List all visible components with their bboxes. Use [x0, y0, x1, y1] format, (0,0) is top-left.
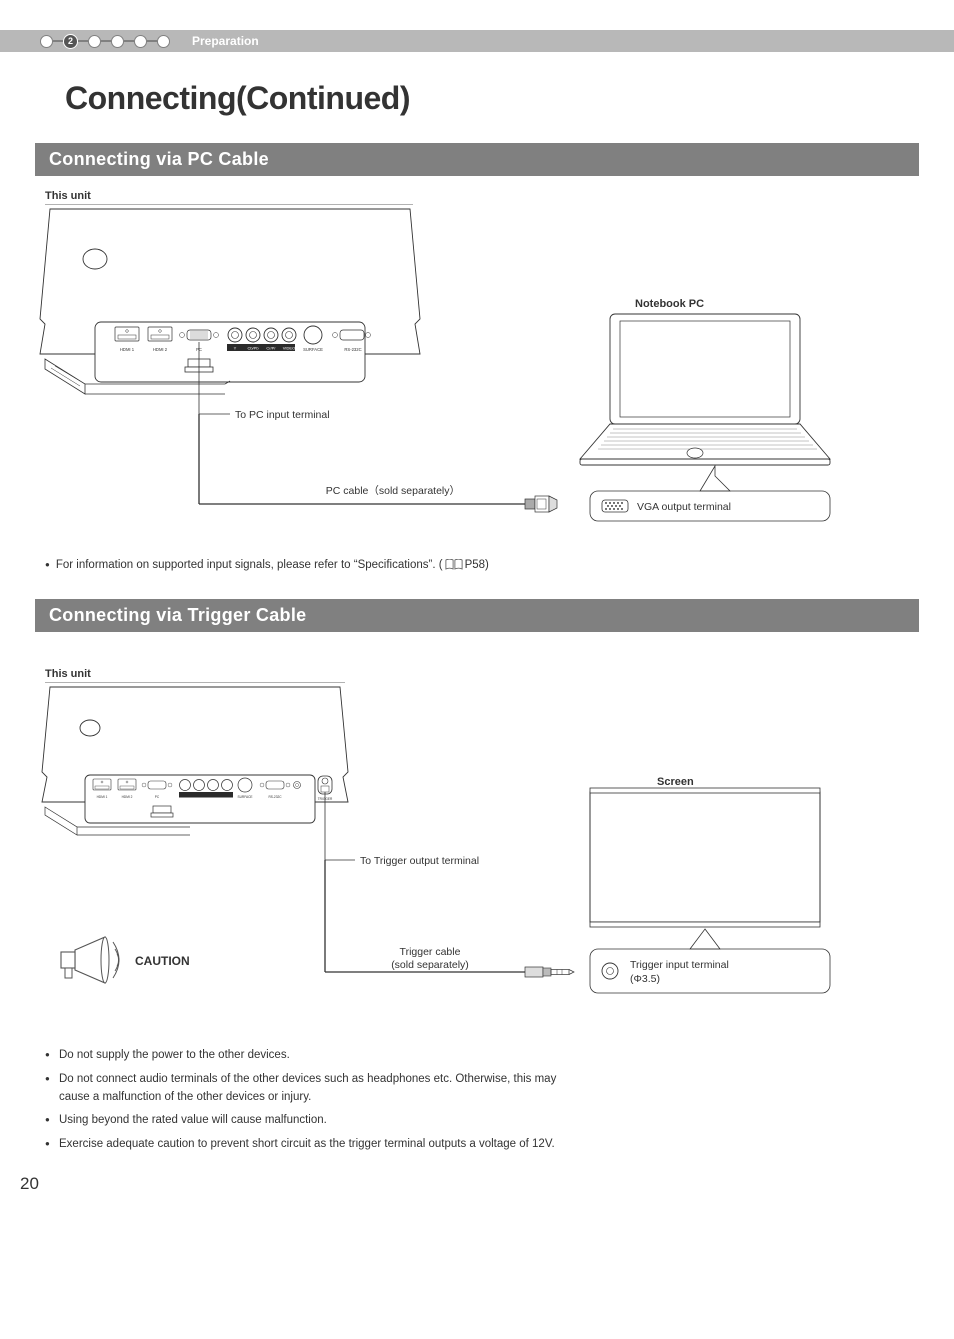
diagram-pc-cable: HDMI 1 HDMI 2 PC Y Cb/Pb Cr/Pr VIDEO SUR… [35, 204, 919, 549]
step-dot [40, 35, 53, 48]
vga-output-label: VGA output terminal [637, 501, 731, 513]
caution-item: Exercise adequate caution to prevent sho… [45, 1136, 565, 1154]
svg-text:Screen: Screen [657, 776, 694, 788]
step-dot [134, 35, 147, 48]
page-title: Connecting(Continued) [65, 80, 919, 117]
svg-text:PC: PC [155, 795, 160, 799]
svg-text:Cb/Pb: Cb/Pb [247, 346, 259, 351]
svg-text:HDMI 1: HDMI 1 [120, 347, 135, 352]
diagram-trigger-cable: HDMI 1 HDMI 2 PC SURFACE RS-232C TRIGGER… [35, 682, 919, 1037]
subsection-heading-pc: Connecting via PC Cable [35, 143, 919, 176]
page-ref-icon [445, 559, 463, 570]
projector-illustration: HDMI 1 HDMI 2 PC Y Cb/Pb Cr/Pr VIDEO SUR… [40, 204, 420, 394]
section-label: Preparation [192, 34, 259, 48]
caution-item: Do not supply the power to the other dev… [45, 1047, 565, 1065]
callout-to-pc-input: To PC input terminal [235, 409, 330, 421]
page-header-bar: 2 Preparation [0, 30, 954, 52]
svg-text:Y: Y [234, 346, 237, 351]
projector-illustration: HDMI 1 HDMI 2 PC SURFACE RS-232C TRIGGER [42, 682, 348, 835]
step-dot [111, 35, 124, 48]
svg-text:Cr/Pr: Cr/Pr [266, 346, 276, 351]
notebook-illustration: Notebook PC [580, 298, 830, 491]
callout-to-trigger: To Trigger output terminal [360, 855, 479, 867]
svg-text:Notebook PC: Notebook PC [635, 298, 704, 310]
svg-text:HDMI 1: HDMI 1 [97, 795, 108, 799]
step-dot-active: 2 [63, 34, 78, 49]
step-dot [157, 35, 170, 48]
step-indicator: 2 [40, 34, 170, 49]
svg-text:RS-232C: RS-232C [344, 347, 361, 352]
pc-cable-illustration [199, 414, 557, 512]
svg-text:VIDEO: VIDEO [283, 346, 295, 351]
screen-illustration: Screen [590, 776, 820, 949]
svg-text:(sold separately): (sold separately) [391, 959, 469, 971]
svg-text:SURFACE: SURFACE [237, 795, 252, 799]
cable-label: PC cable（sold separately） [326, 485, 460, 497]
caution-item: Using beyond the rated value will cause … [45, 1112, 565, 1130]
svg-text:Trigger cable: Trigger cable [400, 946, 461, 958]
step-dot [88, 35, 101, 48]
svg-text:(Φ3.5): (Φ3.5) [630, 973, 660, 985]
svg-text:HDMI 2: HDMI 2 [122, 795, 133, 799]
svg-text:HDMI 2: HDMI 2 [153, 347, 168, 352]
caution-item: Do not connect audio terminals of the ot… [45, 1071, 565, 1107]
caution-icon [61, 937, 119, 983]
trigger-input-label: Trigger input terminal [630, 959, 729, 971]
svg-text:SURFACE: SURFACE [303, 347, 323, 352]
page-number: 20 [20, 1174, 919, 1194]
info-note: For information on supported input signa… [45, 559, 919, 571]
caution-label: CAUTION [135, 954, 190, 968]
caution-list: Do not supply the power to the other dev… [45, 1047, 919, 1154]
jack-connector-illustration [525, 967, 574, 977]
svg-text:RS-232C: RS-232C [268, 795, 282, 799]
unit-label: This unit [45, 190, 919, 202]
subsection-heading-trigger: Connecting via Trigger Cable [35, 599, 919, 632]
unit-label: This unit [45, 668, 919, 680]
